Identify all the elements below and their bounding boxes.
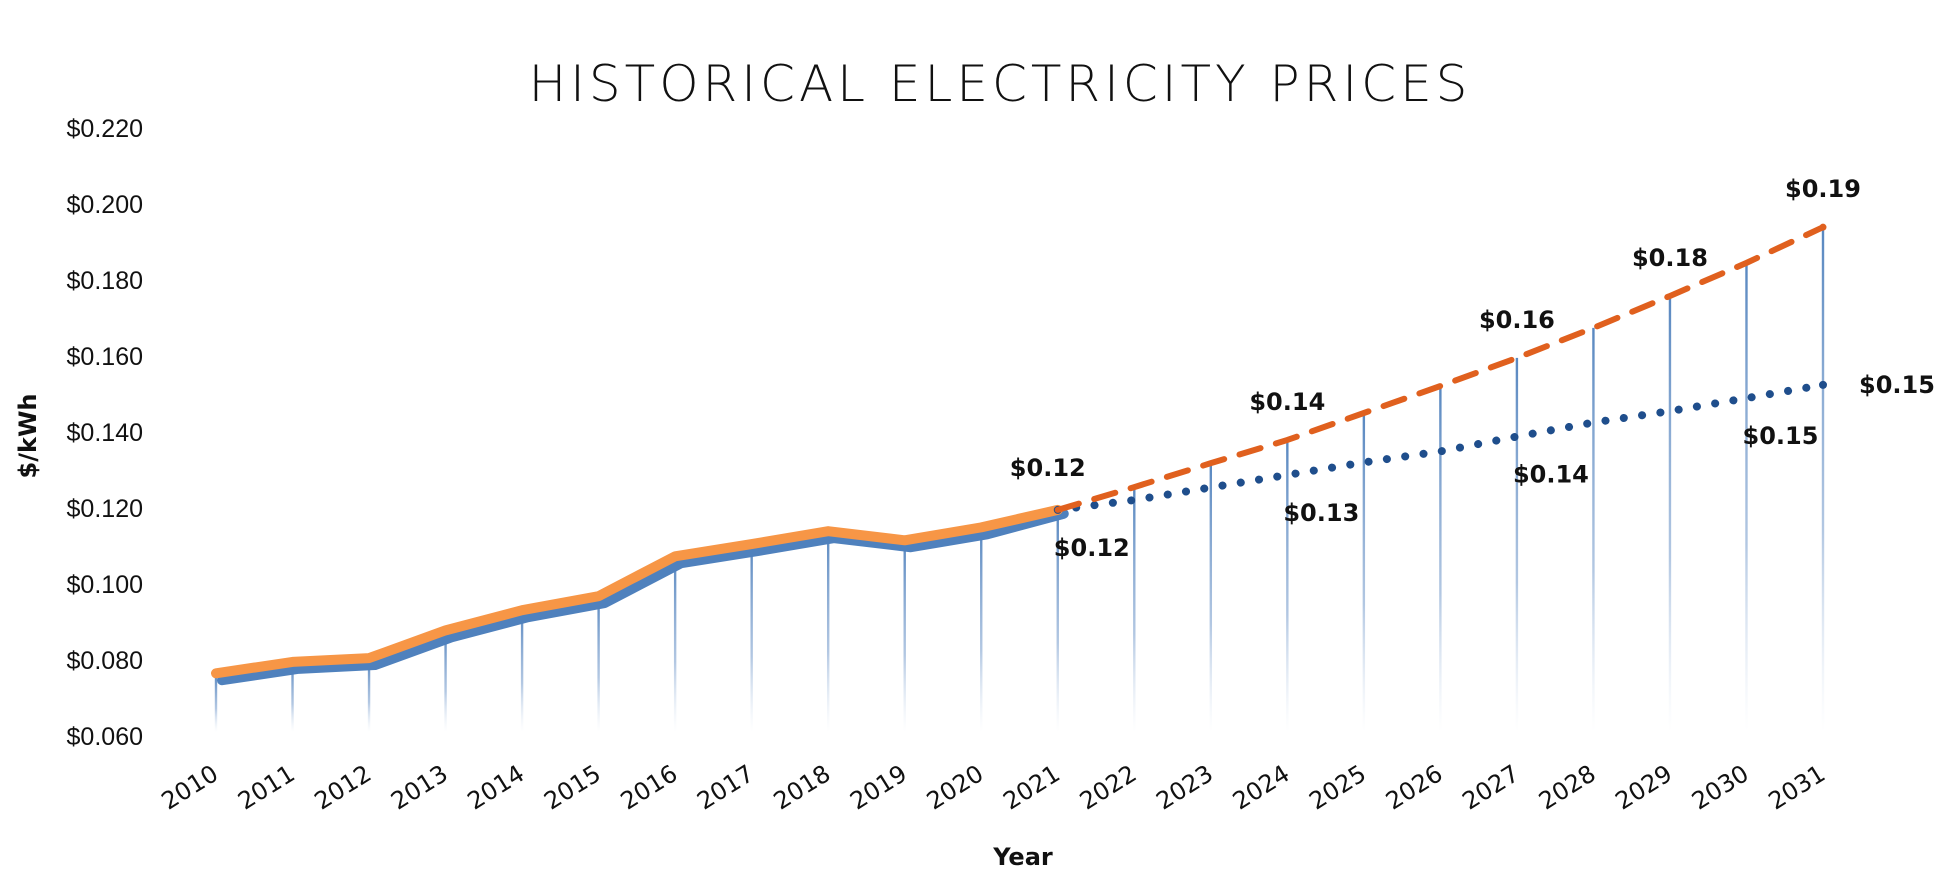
x-tick-label: 2019 <box>845 759 912 815</box>
data-label: $0.19 <box>1785 175 1861 203</box>
drop-line <box>903 540 906 732</box>
x-tick-label: 2020 <box>922 759 989 815</box>
data-label: $0.14 <box>1513 461 1589 489</box>
x-tick-label: 2010 <box>157 759 224 815</box>
drop-line <box>1821 227 1825 732</box>
y-tick-label: $0.220 <box>67 115 143 143</box>
series-line-forecast-low <box>1053 380 1827 514</box>
series-line-historical-low <box>217 508 1069 686</box>
drop-line <box>1209 463 1213 732</box>
series-line-forecast-high <box>1054 224 1826 513</box>
y-tick-label: $0.180 <box>67 267 143 295</box>
x-tick-label: 2018 <box>769 759 836 815</box>
drop-line <box>1286 439 1289 732</box>
drop-line <box>1592 327 1595 732</box>
y-tick-label: $0.120 <box>67 495 143 523</box>
y-tick-label: $0.100 <box>67 571 143 599</box>
drop-line <box>1133 487 1136 732</box>
x-tick-label: 2028 <box>1534 759 1601 815</box>
data-label: $0.14 <box>1249 388 1325 416</box>
drop-lines <box>214 227 1825 732</box>
chart-title: HISTORICAL ELECTRICITY PRICES <box>529 55 1472 113</box>
data-label: $0.12 <box>1054 534 1130 562</box>
data-label: $0.13 <box>1283 499 1359 527</box>
drop-line <box>1056 509 1059 732</box>
x-tick-label: 2014 <box>463 759 530 815</box>
data-label: $0.16 <box>1479 306 1555 334</box>
x-tick-label: 2029 <box>1610 759 1677 815</box>
drop-line <box>597 596 600 732</box>
drop-line <box>1745 262 1748 732</box>
x-tick-label: 2023 <box>1151 759 1218 815</box>
x-tick-label: 2012 <box>310 759 377 815</box>
x-tick-label: 2015 <box>539 759 606 815</box>
drop-line <box>1439 386 1442 732</box>
data-label: $0.12 <box>1010 454 1086 482</box>
drop-line <box>750 544 753 732</box>
drop-line <box>214 673 218 732</box>
drop-line <box>1362 413 1366 732</box>
y-tick-label: $0.060 <box>67 723 143 751</box>
x-tick-label: 2011 <box>233 759 300 815</box>
drop-line <box>367 658 371 732</box>
y-tick-label: $0.080 <box>67 647 143 675</box>
x-tick-label: 2025 <box>1304 759 1371 815</box>
drop-line <box>1515 357 1519 732</box>
series-end-marker <box>1819 223 1827 231</box>
x-tick-label: 2030 <box>1687 759 1754 815</box>
data-label: $0.15 <box>1743 422 1819 450</box>
y-axis-ticks: $0.060 $0.080 $0.100 $0.120 $0.140 $0.160 $0.1… <box>67 115 143 751</box>
data-label: $0.18 <box>1632 244 1708 272</box>
x-tick-label: 2016 <box>616 759 683 815</box>
x-axis-title: Year <box>992 843 1053 871</box>
x-tick-label: 2027 <box>1457 759 1524 815</box>
drop-line <box>673 556 677 732</box>
y-tick-label: $0.160 <box>67 343 143 371</box>
y-tick-label: $0.200 <box>67 191 143 219</box>
data-label: $0.15 <box>1859 371 1935 399</box>
y-axis-title: $/kWh <box>14 394 42 479</box>
drop-line <box>980 527 983 732</box>
x-tick-label: 2013 <box>386 759 453 815</box>
drop-line <box>826 531 830 732</box>
y-tick-label: $0.140 <box>67 419 143 447</box>
x-tick-label: 2031 <box>1764 759 1831 815</box>
drop-line <box>291 661 294 732</box>
x-tick-label: 2017 <box>692 759 759 815</box>
series-lines <box>211 223 1827 686</box>
x-tick-label: 2022 <box>1075 759 1142 815</box>
drop-line <box>1668 295 1672 732</box>
x-tick-label: 2024 <box>1228 759 1295 815</box>
series-line-historical-high <box>211 504 1063 679</box>
drop-line <box>444 630 447 732</box>
drop-line <box>520 610 524 732</box>
x-tick-label: 2021 <box>998 759 1065 815</box>
x-axis-ticks: 2010 2011 2012 2013 2014 2015 2016 2017 2018 2019… <box>157 759 1831 815</box>
x-tick-label: 2026 <box>1381 759 1448 815</box>
data-labels: $0.12 $0.12 $0.14 $0.13 $0.16 $0.14 $0.18 $0.15… <box>1010 175 1935 562</box>
series-end-marker <box>1819 380 1827 389</box>
